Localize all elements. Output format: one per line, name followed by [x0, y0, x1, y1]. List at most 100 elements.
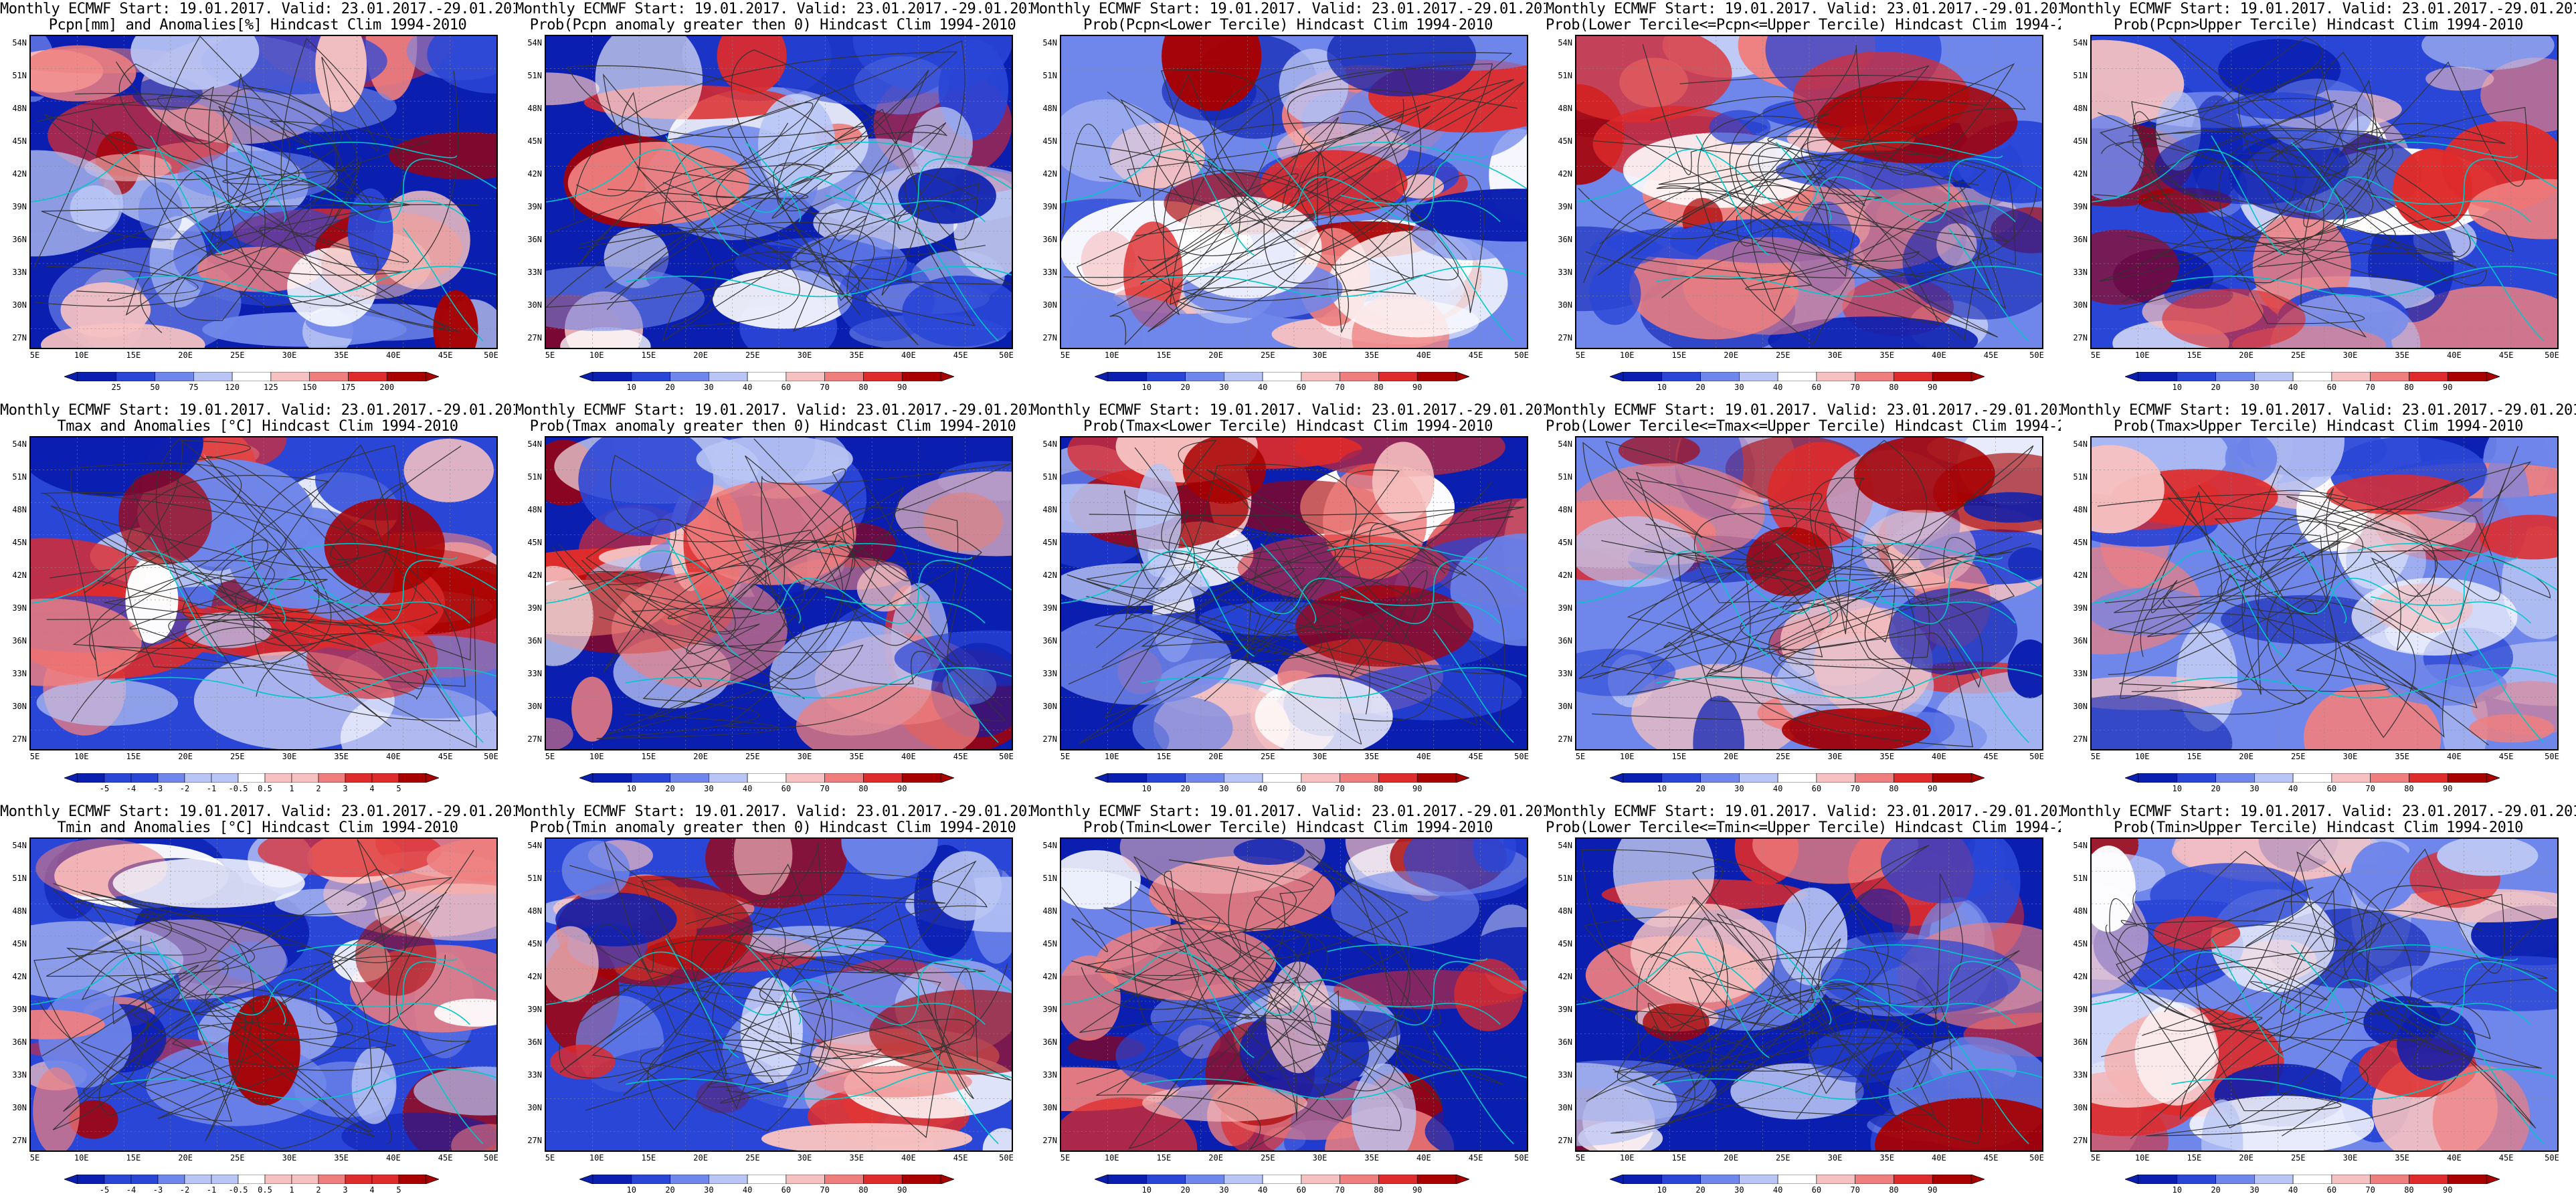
longitude-tick-label: 25E: [745, 350, 760, 360]
field-shading: [1182, 437, 1267, 504]
latitude-tick-label: 36N: [1558, 636, 1572, 645]
colorbar-arrow-high: [1970, 1175, 1985, 1184]
colorbar-swatch: [1378, 1175, 1418, 1184]
colorbar: [579, 372, 954, 381]
colorbar-tick-label: 30: [1219, 784, 1229, 793]
isoline-contour: [2101, 851, 2537, 1140]
coastline: [745, 543, 802, 624]
colorbar-swatch: [1739, 773, 1778, 783]
colorbar-tick-label: 80: [1889, 784, 1899, 793]
colorbar-tick-label: 70: [1850, 383, 1860, 392]
field-shading: [1327, 36, 1477, 97]
panel-title-line1: Monthly ECMWF Start: 19.01.2017. Valid: …: [1030, 1, 1546, 17]
latitude-tick-label: 30N: [12, 702, 27, 711]
map-area: [1575, 35, 2043, 349]
colorbar-tick-label: 60: [2326, 383, 2337, 392]
colorbar-tick-label: 90: [897, 784, 907, 793]
coastline: [2211, 536, 2285, 657]
colorbar-tick-label: 60: [1296, 784, 1307, 793]
isoline-contour: [1592, 546, 1995, 730]
colorbar-swatch: [747, 773, 787, 783]
coastline: [2357, 542, 2518, 560]
coastline: [1180, 938, 1255, 1058]
latitude-tick-label: 39N: [527, 202, 542, 211]
isoline-contour: [1627, 439, 2013, 712]
coastline: [1855, 195, 2016, 223]
isoline-contour: [1578, 493, 2013, 720]
latitude-tick-label: 45N: [1042, 538, 1057, 547]
colorbar-swatch: [2331, 773, 2371, 783]
latitude-tick-label: 54N: [1558, 38, 1572, 47]
latitude-tick-label: 54N: [2073, 841, 2088, 850]
colorbar-swatch: [1301, 773, 1340, 783]
colorbar-swatch: [1378, 773, 1418, 783]
field-shading: [2008, 547, 2042, 580]
latitude-tick-label: 48N: [2073, 505, 2088, 514]
colorbar-tick-label: 30: [2249, 1185, 2260, 1195]
colorbar-swatch: [1623, 372, 1663, 381]
coastline: [1061, 148, 1527, 223]
field-shading: [388, 132, 496, 180]
longitude-tick-label: 20E: [178, 752, 193, 761]
longitude-tick-label: 20E: [2239, 752, 2253, 761]
colorbar-tick-label: 60: [781, 383, 792, 392]
colorbar-swatch: [1378, 372, 1418, 381]
latitude-tick-label: 36N: [2073, 1037, 2088, 1047]
field-shading: [2351, 577, 2518, 656]
colorbar: [579, 1175, 954, 1184]
panel-title-line1: Monthly ECMWF Start: 19.01.2017. Valid: …: [1546, 402, 2061, 419]
coastline: [403, 629, 484, 743]
colorbar: [2125, 773, 2500, 783]
longitude-tick-label: 45E: [2498, 350, 2514, 360]
coastline: [2371, 997, 2531, 1025]
field-shading: [1576, 1063, 1677, 1146]
colorbar-tick-label: -3: [153, 1185, 163, 1195]
colorbar: [1610, 372, 1985, 381]
map-panel: Monthly ECMWF Start: 19.01.2017. Valid: …: [0, 803, 515, 1204]
latitude-tick-label: 27N: [1042, 333, 1057, 342]
colorbar-tick-label: 0.5: [258, 784, 272, 793]
colorbar-tick-label: 60: [2326, 784, 2337, 793]
colorbar-tick-labels: -5 -4 -3 -2 -1 -0.5 0.5 1 2 3 4 5: [64, 784, 439, 795]
latitude-tick-label: 36N: [527, 636, 542, 645]
colorbar-tick-label: 10: [1657, 784, 1667, 793]
coastline: [110, 1068, 496, 1100]
longitude-tick-label: 5E: [1060, 752, 1071, 761]
coastline: [1327, 542, 1488, 560]
field-shading: [1061, 613, 1232, 705]
latitude-labels: 54N 51N 48N 45N 42N 39N 36N 33N 30N 27N: [0, 35, 28, 349]
longitude-tick-label: 45E: [953, 350, 968, 360]
colorbar-tick-label: 70: [2365, 383, 2375, 392]
coastline: [1141, 266, 1527, 298]
isoline-contour: [41, 445, 466, 687]
latitude-labels: 54N 51N 48N 45N 42N 39N 36N 33N 30N 27N: [1546, 436, 1574, 750]
colorbar-swatch: [1661, 372, 1701, 381]
colorbar-swatch: [2409, 773, 2448, 783]
isoline-contour: [35, 94, 359, 307]
colorbar-swatch: [2254, 372, 2294, 381]
field-shading: [550, 1044, 616, 1080]
colorbar-swatch: [786, 1175, 825, 1184]
colorbar-arrow-low: [2125, 1175, 2139, 1184]
longitude-tick-label: 10E: [2134, 1153, 2150, 1163]
coastline: [1180, 536, 1255, 657]
map-panel: Monthly ECMWF Start: 19.01.2017. Valid: …: [1030, 803, 1546, 1204]
colorbar-arrow-high: [1970, 372, 1985, 381]
coastline: [1260, 944, 1317, 1025]
coastline: [546, 148, 1012, 223]
isoline-contour: [2109, 898, 2338, 1042]
field-shading: [740, 925, 887, 957]
colorbar-tick-label: 30: [1219, 383, 1229, 392]
map-panel: Monthly ECMWF Start: 19.01.2017. Valid: …: [1546, 401, 2061, 803]
colorbar-swatch: [77, 372, 117, 381]
colorbar-tick-label: -4: [126, 1185, 136, 1195]
coastline: [403, 1031, 484, 1144]
longitude-tick-label: 40E: [2447, 1153, 2462, 1163]
colorbar-arrow-high: [940, 372, 954, 381]
longitude-tick-label: 10E: [74, 1153, 89, 1163]
latitude-tick-label: 36N: [12, 636, 27, 645]
longitude-tick-label: 35E: [1364, 350, 1380, 360]
colorbar-swatch: [318, 773, 346, 783]
colorbar-tick-label: -2: [179, 1185, 190, 1195]
latitude-tick-label: 30N: [527, 702, 542, 711]
